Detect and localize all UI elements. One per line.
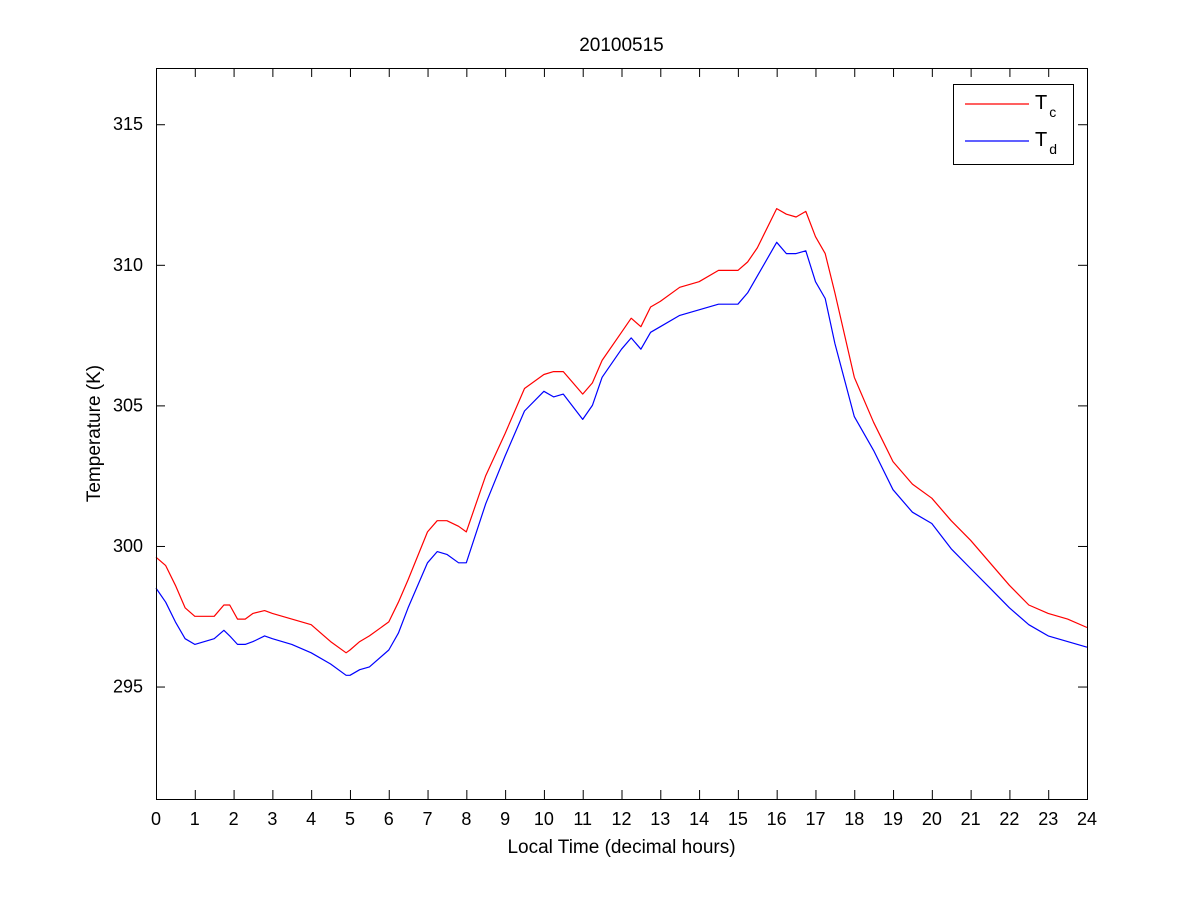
x-tick-label: 13 <box>650 809 670 829</box>
x-tick-label: 8 <box>461 809 471 829</box>
x-tick-label: 16 <box>767 809 787 829</box>
x-axis-label: Local Time (decimal hours) <box>507 837 735 858</box>
x-tick-label: 2 <box>229 809 239 829</box>
x-tick-label: 15 <box>728 809 748 829</box>
x-tick-label: 18 <box>844 809 864 829</box>
x-tick-label: 23 <box>1038 809 1058 829</box>
x-tick-label: 11 <box>573 809 592 829</box>
x-tick-label: 9 <box>500 809 510 829</box>
y-tick-label: 305 <box>113 395 143 415</box>
x-tick-label: 14 <box>689 809 709 829</box>
x-tick-label: 4 <box>306 809 316 829</box>
x-tick-label: 0 <box>151 809 161 829</box>
x-tick-label: 21 <box>961 809 981 829</box>
x-tick-label: 6 <box>384 809 394 829</box>
chart-title: 20100515 <box>579 35 664 56</box>
y-tick-label: 300 <box>113 536 143 556</box>
x-tick-label: 24 <box>1077 809 1097 829</box>
x-tick-label: 10 <box>534 809 554 829</box>
series-line-tc <box>155 208 1088 654</box>
tick-layer: 0 1 2 3 4 5 6 7 8 9 10 11 12 13 14 15 16 17 18 19 20 21 22 23 24… <box>113 68 1097 829</box>
legend-box <box>953 84 1074 165</box>
x-tick-label: 3 <box>267 809 277 829</box>
x-tick-label: 12 <box>611 809 631 829</box>
y-tick-label: 315 <box>113 114 143 134</box>
x-tick-label: 1 <box>190 809 200 829</box>
x-tick-label: 20 <box>922 809 942 829</box>
series-layer <box>155 208 1088 676</box>
x-tick-label: 17 <box>805 809 825 829</box>
x-tick-label: 22 <box>999 809 1019 829</box>
y-axis-label: Temperature (K) <box>84 365 105 502</box>
x-tick-label: 5 <box>345 809 355 829</box>
y-tick-label: 310 <box>113 255 143 275</box>
x-tick-label: 19 <box>883 809 903 829</box>
series-line-td <box>155 241 1088 676</box>
y-tick-label: 295 <box>113 677 143 697</box>
x-tick-label: 7 <box>423 809 433 829</box>
plot-area <box>156 68 1087 799</box>
